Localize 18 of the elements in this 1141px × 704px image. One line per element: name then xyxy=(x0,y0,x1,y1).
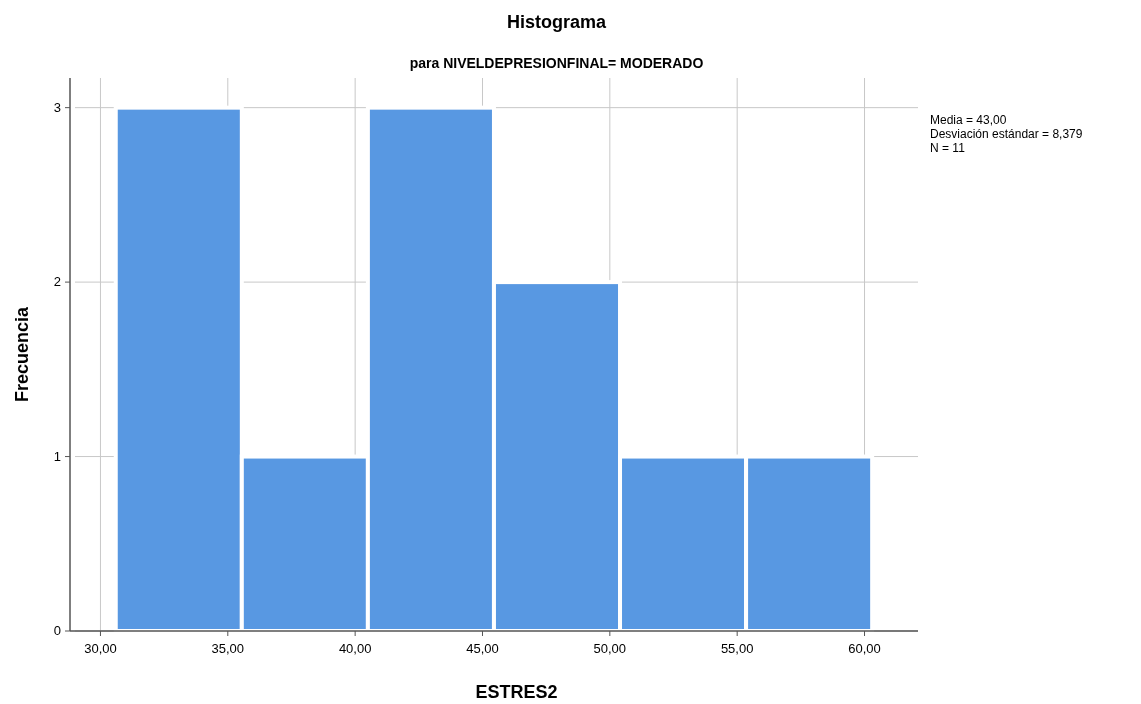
x-tick-label: 30,00 xyxy=(84,641,117,656)
y-tick-label: 1 xyxy=(53,448,61,464)
x-tick-label: 50,00 xyxy=(593,641,627,656)
x-tick-label: 45,00 xyxy=(466,641,499,656)
chart-title: Histograma xyxy=(506,12,607,32)
text: Desviación estándar = 8,379 xyxy=(930,127,1083,141)
chart-subtitle: para NIVELDEPRESIONFINAL= MODERADO xyxy=(409,55,704,71)
x-tick-label: 35,00 xyxy=(211,641,245,656)
x-axis-title: ESTRES2 xyxy=(475,682,558,702)
y-tick-label: 0 xyxy=(53,623,61,638)
y-axis-title: Frecuencia xyxy=(12,305,32,403)
y-tick-label: 3 xyxy=(53,99,61,115)
x-tick-label: 60,00 xyxy=(848,641,881,656)
x-tick-label: 40,00 xyxy=(338,641,372,656)
text: Media = 43,00 xyxy=(930,113,1007,127)
y-tick-label: 2 xyxy=(53,274,61,290)
text: N = 11 xyxy=(930,141,966,155)
x-tick-label: 55,00 xyxy=(720,641,754,656)
